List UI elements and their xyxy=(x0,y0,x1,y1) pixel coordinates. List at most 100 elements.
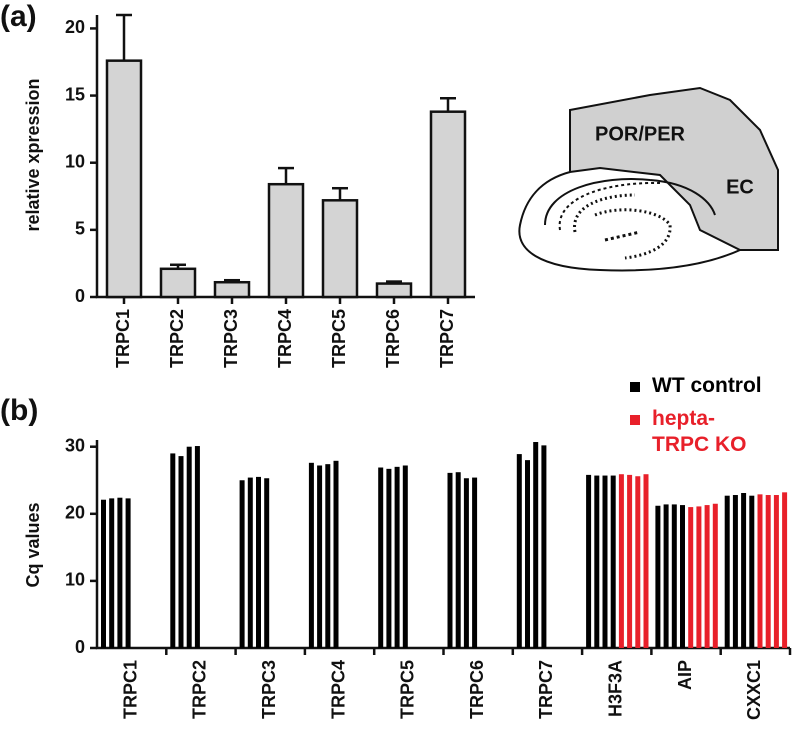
x-tick-label: TRPC2 xyxy=(167,309,187,368)
annotation: POR/PER xyxy=(595,123,686,145)
bar xyxy=(378,467,384,648)
bar xyxy=(618,474,624,648)
bar xyxy=(696,506,702,648)
bar xyxy=(541,445,547,648)
y-tick-label: 20 xyxy=(65,17,85,37)
x-tick-label: TRPC4 xyxy=(275,309,295,368)
bar xyxy=(472,477,478,648)
bar xyxy=(239,480,245,648)
x-tick-label: H3F3A xyxy=(606,660,626,717)
bar xyxy=(643,474,649,648)
y-tick-label: 20 xyxy=(65,503,85,523)
bar xyxy=(317,465,323,648)
bar xyxy=(308,462,314,648)
x-tick-label: TRPC6 xyxy=(383,309,403,368)
bar xyxy=(170,453,176,648)
panel-label: (b) xyxy=(0,394,38,427)
y-axis-label: relative xpression xyxy=(23,78,43,231)
bar xyxy=(463,478,469,648)
legend-label: WT control xyxy=(652,374,762,397)
brain-diagram: POR/PER EC xyxy=(518,86,779,272)
y-axis-label: Cq values xyxy=(23,502,43,587)
x-tick-label: TRPC5 xyxy=(329,309,349,368)
y-tick-label: 10 xyxy=(65,570,85,590)
legend-item: hepta- TRPC KO xyxy=(652,407,747,456)
x-tick-label: TRPC1 xyxy=(120,660,140,719)
bar xyxy=(594,475,600,648)
y-tick-label: 0 xyxy=(75,286,85,306)
legend-swatch xyxy=(630,382,640,392)
bar xyxy=(105,59,143,299)
bar xyxy=(447,472,453,648)
bar xyxy=(782,492,788,648)
x-tick-label: TRPC1 xyxy=(113,309,133,368)
bar xyxy=(117,497,123,648)
legend-label: hepta- TRPC KO xyxy=(652,407,747,456)
bar xyxy=(671,504,677,648)
bar xyxy=(101,499,106,648)
bar xyxy=(375,282,413,299)
bar xyxy=(757,494,763,648)
bar xyxy=(749,495,755,648)
bar xyxy=(655,505,661,648)
bar xyxy=(321,199,359,299)
y-tick-label: 5 xyxy=(75,219,85,239)
x-tick-label: CXXC1 xyxy=(744,660,764,720)
bar xyxy=(267,182,305,299)
y-tick-label: 30 xyxy=(65,435,85,455)
bar xyxy=(247,477,253,648)
bar xyxy=(455,472,461,648)
bar xyxy=(635,476,641,648)
x-tick-label: TRPC7 xyxy=(437,309,457,368)
bar xyxy=(256,476,261,648)
bar xyxy=(688,507,694,648)
x-tick-label: TRPC4 xyxy=(328,660,348,719)
bar xyxy=(402,465,408,648)
bar xyxy=(159,267,197,299)
bar xyxy=(394,466,400,648)
bar xyxy=(586,474,592,648)
legend-item: WT control xyxy=(652,374,762,397)
x-tick-label: TRPC5 xyxy=(398,660,418,719)
bar xyxy=(525,460,530,648)
x-tick-label: TRPC3 xyxy=(259,660,279,719)
bar xyxy=(724,495,730,648)
x-tick-label: TRPC2 xyxy=(190,660,210,719)
bar xyxy=(213,280,251,299)
x-tick-label: TRPC7 xyxy=(536,660,556,719)
y-tick-label: 15 xyxy=(65,84,85,104)
bar xyxy=(741,493,747,648)
bar xyxy=(627,474,633,648)
bar xyxy=(264,478,270,648)
bar xyxy=(429,110,467,299)
bar xyxy=(186,446,192,648)
x-tick-label: AIP xyxy=(675,660,695,690)
bar xyxy=(680,505,685,648)
bar xyxy=(732,495,738,648)
bar xyxy=(516,454,522,648)
axis-line xyxy=(95,440,790,650)
bar xyxy=(712,503,718,648)
bar xyxy=(704,505,710,648)
bar xyxy=(765,495,771,648)
bar xyxy=(602,475,608,648)
legend-swatch xyxy=(630,415,640,425)
bar xyxy=(533,442,539,648)
annotation: EC xyxy=(726,176,754,198)
bar xyxy=(610,475,616,648)
bar xyxy=(773,495,779,648)
bar xyxy=(194,446,200,648)
bar xyxy=(333,460,339,648)
y-tick-label: 0 xyxy=(75,637,85,657)
bar xyxy=(125,498,131,648)
x-tick-label: TRPC6 xyxy=(467,660,487,719)
bar xyxy=(109,498,115,648)
y-tick-label: 10 xyxy=(65,151,85,171)
bar xyxy=(325,464,331,648)
panel-label: (a) xyxy=(0,0,37,33)
x-tick-label: TRPC3 xyxy=(221,309,241,368)
bar xyxy=(663,504,669,648)
bar xyxy=(386,468,392,648)
bar xyxy=(178,456,184,648)
